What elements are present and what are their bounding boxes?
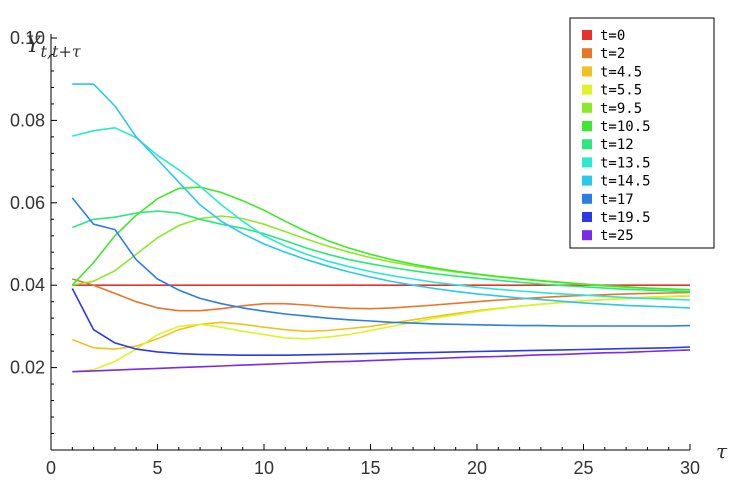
legend-label: t=9.5: [600, 101, 642, 117]
legend-label: t=5.5: [600, 83, 642, 99]
legend-label: t=10.5: [600, 119, 651, 135]
legend-items: t=0 t=2 t=4.5 t=5.5 t=9.5 t=10.5 t=12 t=13.5 t=1…: [582, 28, 651, 244]
x-tick-label: 20: [467, 458, 487, 478]
x-tick-label: 30: [680, 458, 700, 478]
legend-label: t=12: [600, 137, 634, 153]
legend-label: t=13.5: [600, 155, 651, 171]
x-tick-label: 0: [46, 458, 56, 478]
legend-swatch: [582, 84, 592, 95]
legend-swatch: [582, 66, 592, 77]
legend-swatch: [582, 30, 592, 40]
y-axis-title-main: Y: [26, 33, 43, 58]
legend-swatch: [582, 175, 592, 186]
legend-swatch: [582, 121, 592, 131]
series-line-8: [72, 83, 691, 309]
x-tick-label: 5: [152, 458, 162, 478]
series-line-7: [72, 127, 691, 301]
y-axis-title-subscript: t,t+τ: [41, 42, 82, 61]
legend-swatch: [582, 230, 592, 241]
legend-swatch: [582, 139, 592, 150]
series-line-11: [72, 349, 691, 373]
legend-label: t=25: [600, 228, 634, 244]
series-line-6: [72, 210, 691, 293]
y-tick-label: 0.02: [10, 358, 45, 378]
legend-label: t=14.5: [600, 174, 651, 190]
series-line-10: [71, 288, 691, 357]
x-axis-title: τ: [716, 439, 728, 463]
legend-label: t=17: [600, 192, 634, 208]
legend-swatch: [582, 193, 592, 204]
x-tick-label: 15: [360, 458, 380, 478]
y-axis-title: Yt,t+τ: [26, 33, 82, 61]
legend-label: t=4.5: [600, 64, 642, 80]
legend-label: t=19.5: [600, 210, 651, 226]
legend-label: t=0: [600, 28, 625, 44]
legend-swatch: [582, 102, 592, 113]
y-tick-label: 0.08: [10, 110, 45, 130]
series-lines: [71, 83, 691, 373]
y-tick-label: 0.04: [10, 275, 45, 295]
legend-frame: [569, 17, 715, 249]
legend-swatch: [582, 48, 592, 59]
legend-label: t=2: [600, 46, 625, 62]
y-tick-label: 0.10: [10, 28, 45, 48]
legend: t=0 t=2 t=4.5 t=5.5 t=9.5 t=10.5 t=12 t=13.5 t=1…: [569, 17, 715, 249]
series-line-5: [71, 186, 691, 291]
x-tick-label: 25: [573, 458, 593, 478]
series-line-9: [71, 197, 691, 327]
series-line-3: [72, 294, 691, 373]
y-ticks: 0.02 0.04 0.06 0.08 0.10: [10, 28, 57, 435]
x-ticks: 0 5 10 15 20 25 30: [46, 444, 700, 478]
legend-swatch: [582, 212, 592, 222]
y-tick-label: 0.06: [10, 193, 45, 213]
legend-swatch: [582, 157, 592, 168]
x-tick-label: 10: [254, 458, 274, 478]
